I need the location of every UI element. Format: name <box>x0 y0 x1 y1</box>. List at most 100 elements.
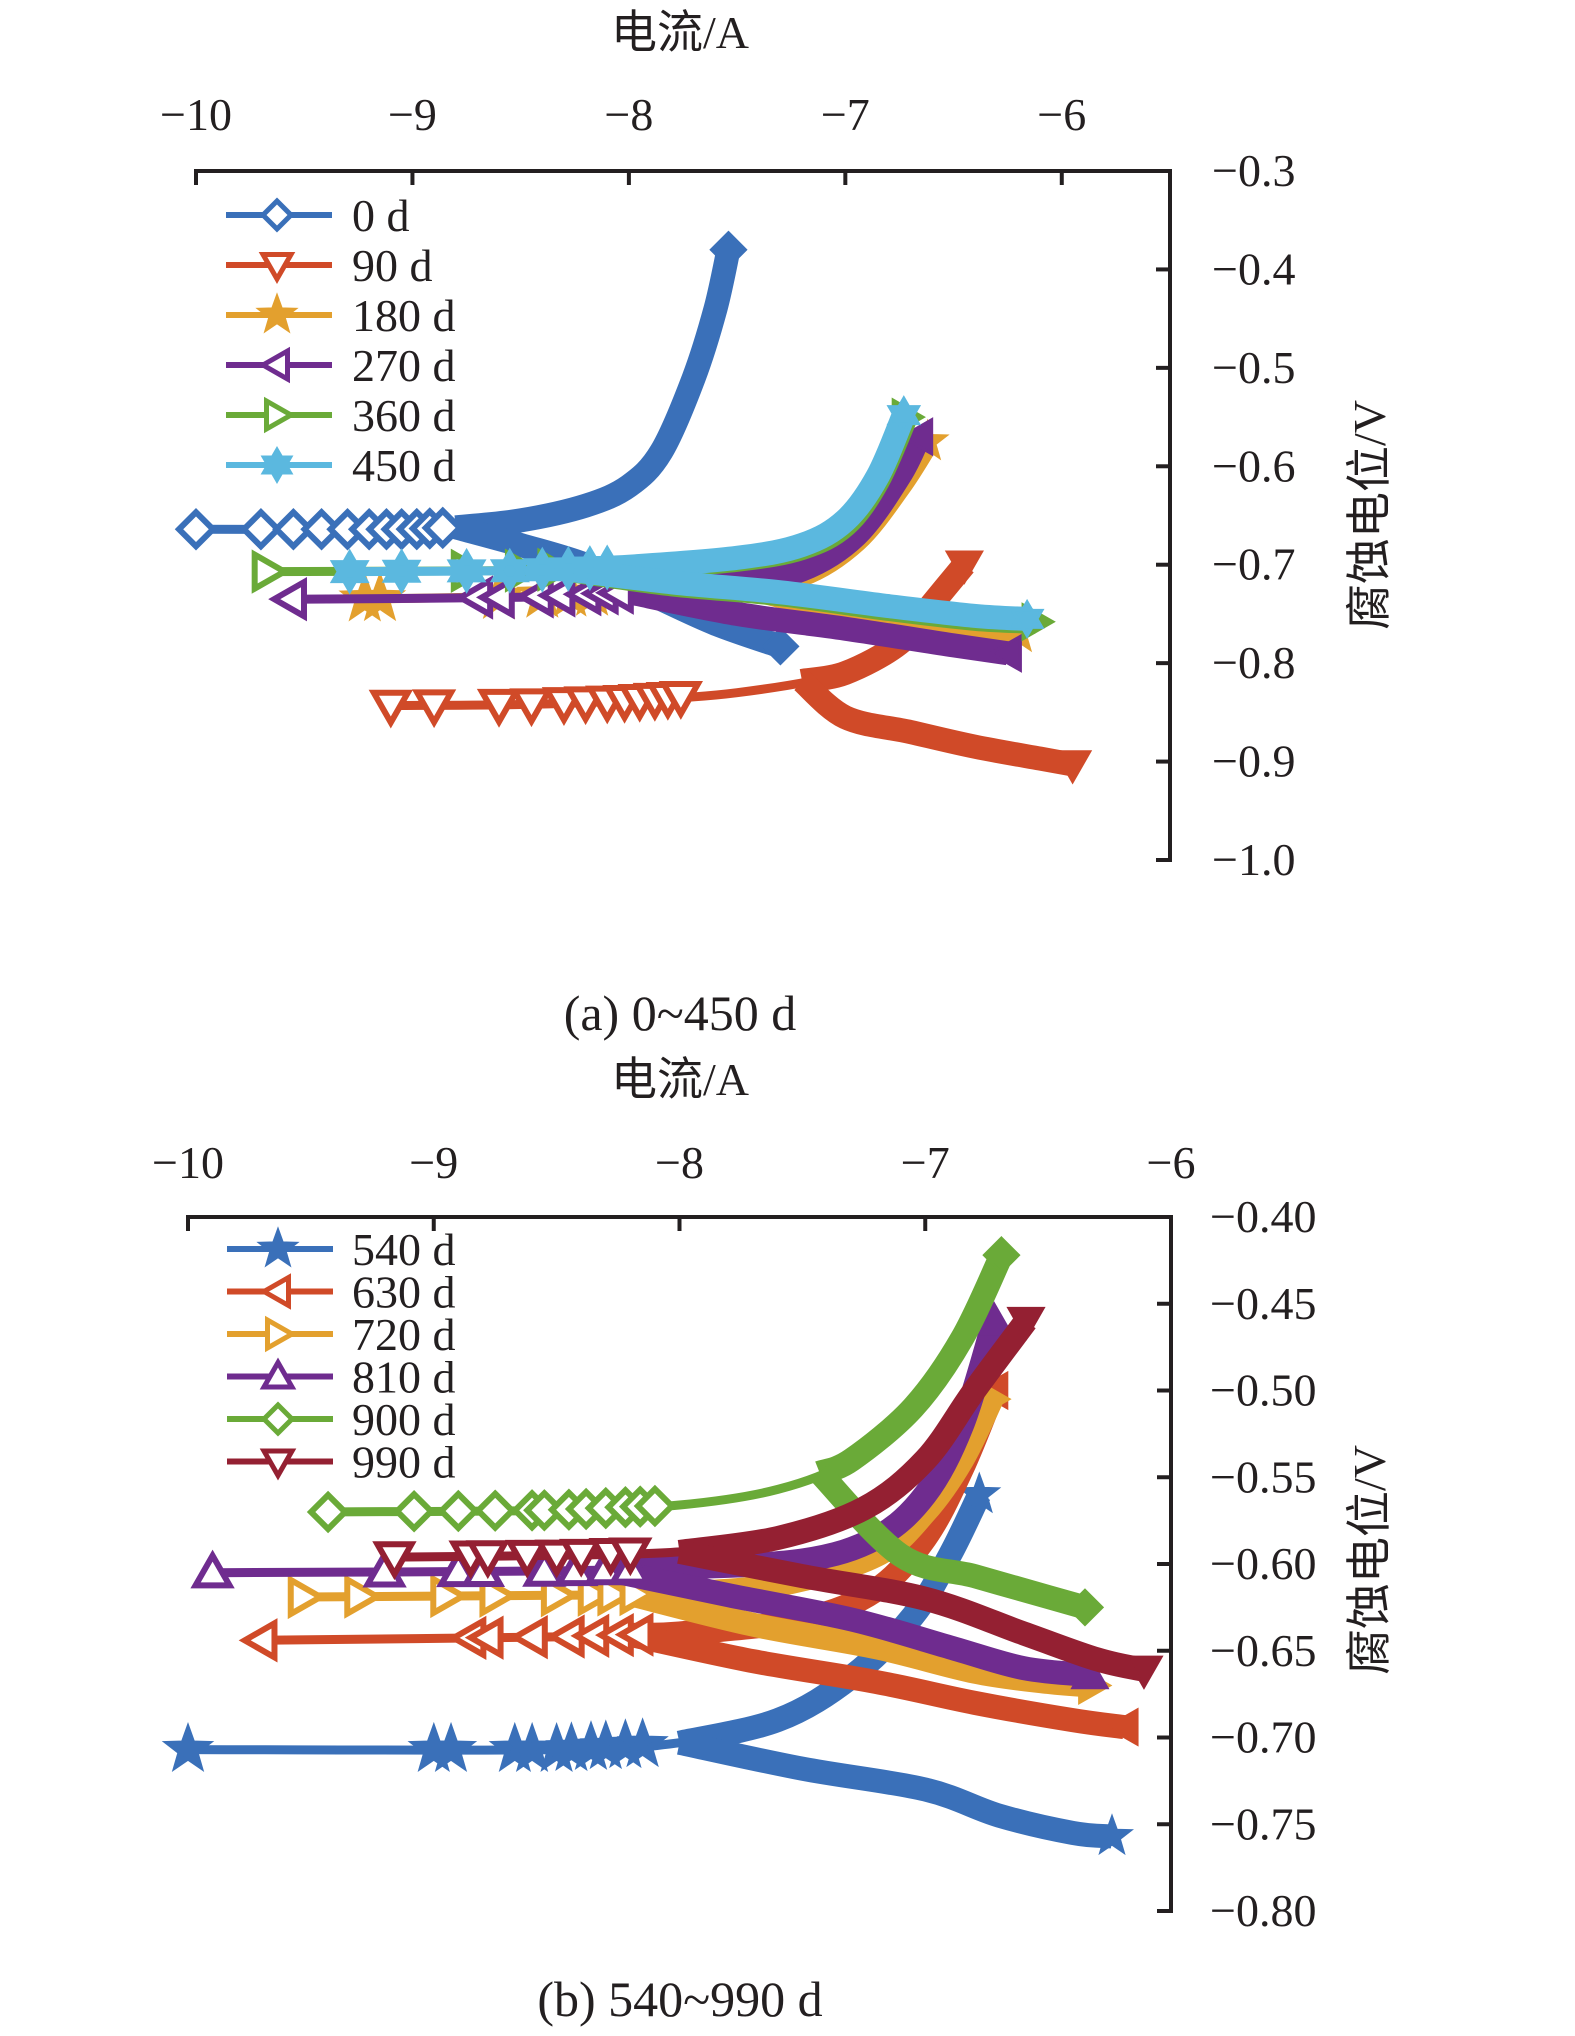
legend-marker-icon <box>260 445 294 485</box>
series-line <box>195 248 733 534</box>
cathodic-branch <box>562 557 1028 631</box>
data-point <box>1104 1707 1139 1747</box>
data-point <box>1009 598 1045 639</box>
data-point <box>616 1717 669 1768</box>
data-point <box>344 1574 384 1619</box>
data-point <box>597 1572 637 1617</box>
data-point <box>614 1612 654 1657</box>
x-tick-label: −8 <box>655 1137 704 1188</box>
data-point <box>437 1489 480 1533</box>
data-point <box>709 230 748 269</box>
data-point <box>987 633 1022 673</box>
y-tick-label: −0.50 <box>1210 1365 1316 1416</box>
data-point <box>329 548 370 595</box>
y-tick-label: −1.0 <box>1212 834 1295 885</box>
x-tick-label: −7 <box>901 1137 950 1188</box>
data-point <box>430 1573 470 1619</box>
legend-item: 810 d <box>227 1352 456 1403</box>
legend-label: 90 d <box>352 240 433 291</box>
axes <box>186 1215 1173 1913</box>
data-point <box>464 1615 504 1660</box>
data-point <box>1053 750 1093 785</box>
data-point <box>1090 1813 1134 1856</box>
legend-item: 990 d <box>227 1437 456 1488</box>
data-point <box>239 508 283 551</box>
data-point <box>982 1236 1021 1275</box>
x-tick-label: −10 <box>160 89 232 140</box>
data-point <box>1065 1588 1105 1627</box>
data-point <box>465 1540 510 1580</box>
legend-item: 720 d <box>227 1309 456 1360</box>
y-tick-label: −0.4 <box>1212 243 1295 294</box>
series-450d <box>329 395 1045 639</box>
data-point <box>476 688 522 728</box>
legend-marker-icon <box>265 1315 298 1353</box>
y-tick-label: −0.80 <box>1210 1885 1316 1936</box>
data-point <box>268 576 307 622</box>
chart-caption: (b) 540~990 d <box>537 1971 822 2027</box>
data-point <box>287 1574 327 1620</box>
data-point <box>475 575 515 620</box>
x-tick-label: −6 <box>1147 1137 1196 1188</box>
y-tick-label: −0.7 <box>1212 539 1295 590</box>
x-tick-labels: −10 −9 −8 −7 −6 <box>152 1137 1195 1188</box>
legend-marker-icon <box>264 396 297 434</box>
data-point <box>473 1489 517 1532</box>
x-tick-label: −8 <box>604 89 653 140</box>
y-tick-label: −0.55 <box>1210 1451 1316 1502</box>
data-point <box>577 1572 617 1617</box>
y-tick-label: −0.3 <box>1212 145 1295 196</box>
plot-series <box>161 1236 1164 1856</box>
chart-b: 电流/A −10 −9 −8 −7 −6 −0.40−0.45−0.50−0.55−0.… <box>152 1054 1395 2027</box>
y-tick-label: −0.45 <box>1210 1278 1316 1329</box>
legend-item: 540 d <box>227 1224 456 1275</box>
data-point <box>658 681 704 720</box>
x-axis-title: 电流/A <box>611 1054 749 1105</box>
cathodic-branch <box>793 671 1075 777</box>
data-point <box>238 1618 278 1663</box>
y-axis-title: 腐蚀电位/V <box>1344 400 1395 630</box>
legend-marker-icon <box>257 346 290 384</box>
legend-item: 180 d <box>226 290 456 341</box>
legend-label: 270 d <box>352 340 456 391</box>
legend-label: 450 d <box>352 440 456 491</box>
plot-series <box>174 230 1093 785</box>
anodic-branch <box>815 1250 1013 1485</box>
data-point <box>174 508 218 551</box>
y-tick-label: −0.40 <box>1210 1191 1316 1242</box>
legend-marker-icon <box>260 1401 296 1437</box>
y-tick-label: −0.60 <box>1210 1538 1316 1589</box>
legend-item: 90 d <box>226 240 433 291</box>
legend-marker-icon <box>256 1226 300 1268</box>
legend-marker-icon <box>259 1448 297 1481</box>
legend-item: 630 d <box>227 1267 456 1318</box>
legend-marker-icon <box>259 197 295 233</box>
x-tick-label: −6 <box>1037 89 1086 140</box>
data-point <box>761 627 800 666</box>
chart-caption: (a) 0~450 d <box>564 985 797 1041</box>
data-point <box>509 688 554 728</box>
data-point <box>251 549 291 594</box>
data-point <box>944 550 984 585</box>
legend-marker-icon <box>255 292 299 334</box>
y-tick-label: −0.65 <box>1210 1625 1316 1676</box>
axes <box>194 169 1172 862</box>
legend-item: 270 d <box>226 340 456 391</box>
legend-item: 900 d <box>227 1394 456 1445</box>
data-point <box>504 1539 550 1579</box>
legend-label: 990 d <box>352 1437 456 1488</box>
anodic-branch <box>677 1313 1036 1564</box>
data-point <box>479 1573 519 1618</box>
y-axis-title: 腐蚀电位/V <box>1344 1445 1395 1675</box>
legend-label: 540 d <box>352 1224 456 1275</box>
legend-label: 630 d <box>352 1267 456 1318</box>
data-point <box>161 1721 215 1772</box>
data-point <box>886 395 922 436</box>
data-point <box>421 506 464 550</box>
data-point <box>190 1549 235 1589</box>
legend-label: 360 d <box>352 390 456 441</box>
y-tick-labels: −0.3 −0.4 −0.5 −0.6 −0.7 −0.8 −0.9 −1.0 <box>1212 145 1295 885</box>
y-tick-label: −0.5 <box>1212 342 1295 393</box>
cathodic-branch <box>626 580 1010 666</box>
y-tick-label: −0.8 <box>1212 637 1295 688</box>
